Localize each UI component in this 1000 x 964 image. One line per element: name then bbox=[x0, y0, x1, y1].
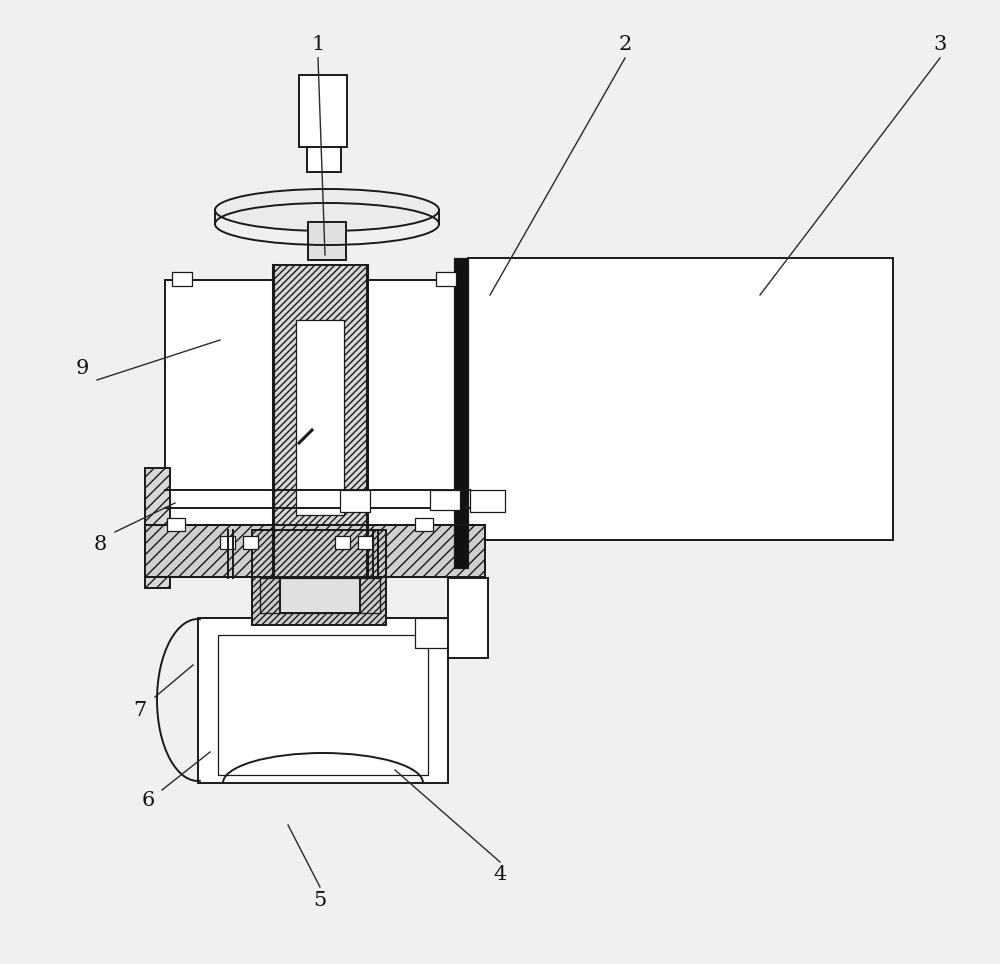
Bar bbox=[415, 518, 433, 531]
Text: 8: 8 bbox=[93, 535, 107, 554]
Bar bbox=[220, 536, 235, 549]
Text: 5: 5 bbox=[313, 891, 327, 909]
Bar bbox=[218, 635, 428, 775]
Bar bbox=[172, 272, 192, 286]
Bar bbox=[198, 618, 448, 783]
Bar bbox=[273, 265, 367, 575]
Text: 2: 2 bbox=[618, 36, 632, 55]
Bar bbox=[358, 536, 373, 549]
Bar bbox=[296, 320, 344, 515]
Bar bbox=[470, 490, 505, 512]
Bar bbox=[145, 468, 170, 588]
Bar bbox=[340, 490, 370, 512]
Bar bbox=[252, 530, 386, 625]
Bar bbox=[308, 222, 346, 260]
Bar bbox=[145, 525, 485, 577]
Bar bbox=[335, 536, 350, 549]
Ellipse shape bbox=[215, 189, 439, 231]
Text: 9: 9 bbox=[75, 359, 89, 378]
Bar bbox=[243, 536, 258, 549]
Text: 4: 4 bbox=[493, 866, 507, 885]
Bar bbox=[415, 618, 473, 648]
Text: 6: 6 bbox=[141, 790, 155, 810]
Text: 7: 7 bbox=[133, 701, 147, 719]
Bar bbox=[436, 272, 456, 286]
Bar bbox=[167, 518, 185, 531]
Bar bbox=[307, 147, 341, 172]
Bar bbox=[280, 578, 360, 613]
Bar bbox=[430, 490, 460, 510]
Bar bbox=[448, 578, 488, 658]
Bar bbox=[454, 258, 468, 568]
Bar bbox=[165, 280, 470, 570]
Text: 3: 3 bbox=[933, 36, 947, 55]
Bar bbox=[299, 75, 347, 147]
Bar bbox=[468, 258, 893, 540]
Text: 1: 1 bbox=[311, 36, 325, 55]
Bar bbox=[260, 578, 380, 613]
